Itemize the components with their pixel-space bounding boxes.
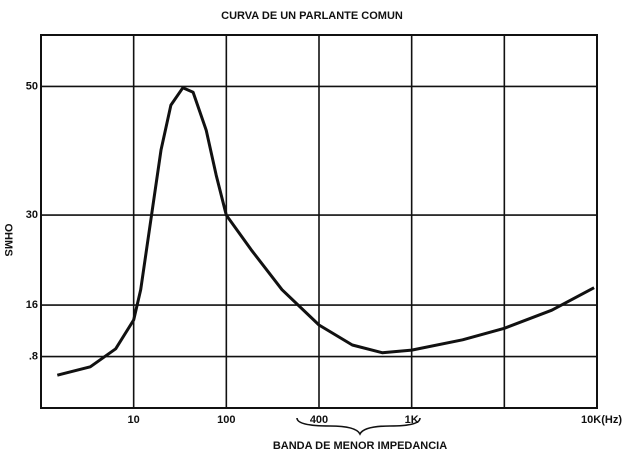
x-tick-label: 10 (128, 414, 140, 426)
y-axis-label: OHMS (2, 224, 14, 257)
y-tick-label: 16 (26, 299, 38, 311)
y-tick-label: .8 (29, 350, 38, 362)
band-bracket (296, 417, 421, 436)
y-tick-label: 50 (26, 80, 38, 92)
x-tick-label: 1K (405, 414, 419, 426)
x-axis-label: BANDA DE MENOR IMPEDANCIA (273, 440, 447, 452)
x-tick-label: 400 (310, 414, 328, 426)
x-tick-label: 100 (217, 414, 235, 426)
x-tick-label: 10K(Hz) (581, 414, 622, 426)
y-tick-label: 30 (26, 209, 38, 221)
impedance-curve (56, 86, 595, 377)
chart-title: CURVA DE UN PARLANTE COMUN (221, 10, 403, 22)
